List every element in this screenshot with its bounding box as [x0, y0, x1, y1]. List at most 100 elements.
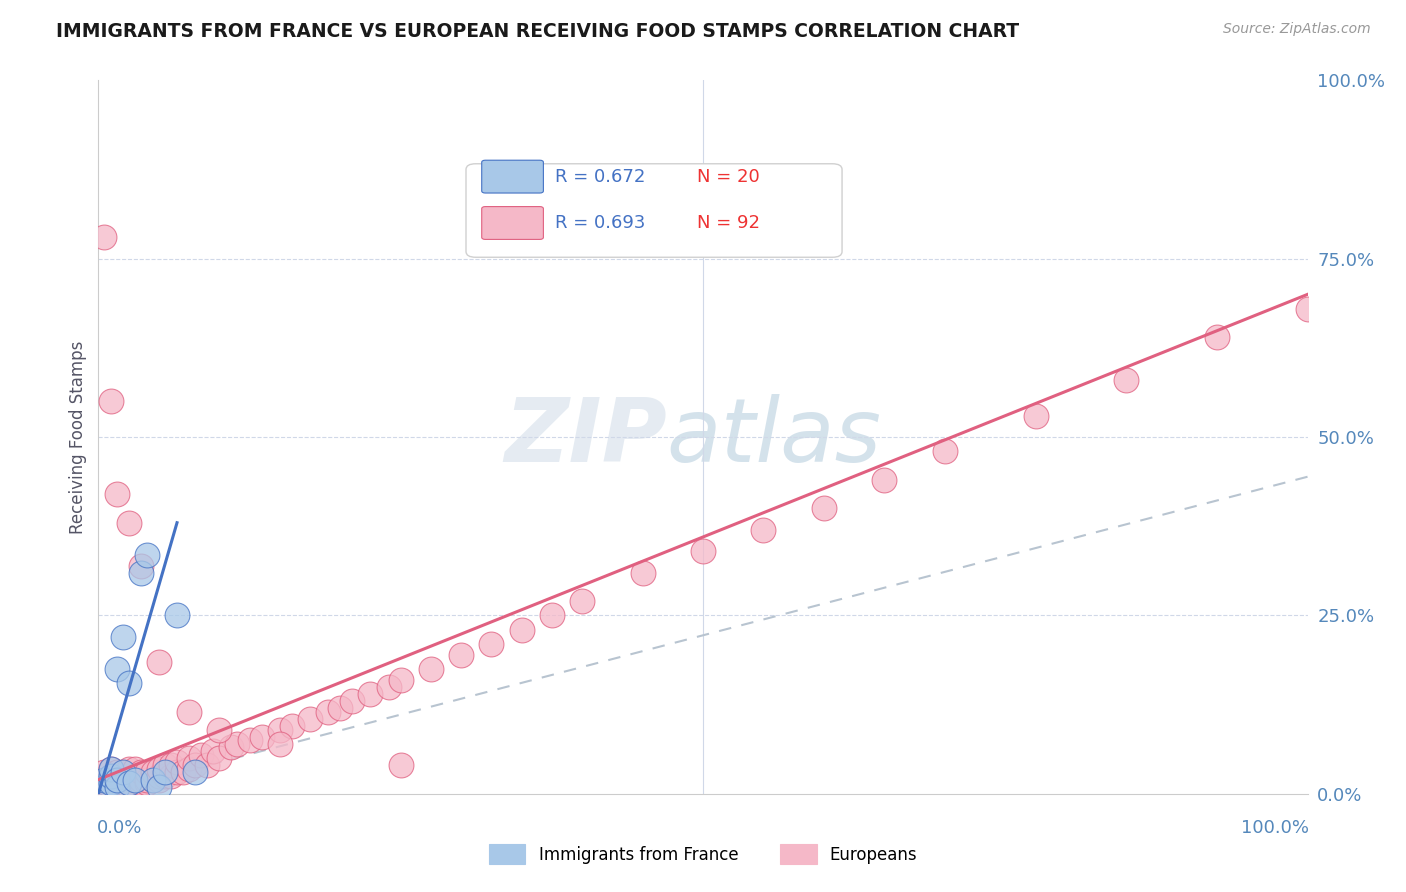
Point	[105, 487, 128, 501]
Point	[100, 394, 122, 409]
Point	[179, 751, 201, 765]
Point	[450, 648, 472, 662]
Point	[129, 772, 152, 787]
Point	[100, 783, 122, 797]
Point	[166, 755, 188, 769]
Point	[124, 762, 146, 776]
Point	[124, 772, 146, 787]
Point	[129, 776, 152, 790]
Point	[1206, 330, 1229, 344]
Point	[135, 548, 157, 562]
Point	[184, 758, 207, 772]
FancyBboxPatch shape	[482, 161, 543, 193]
Point	[179, 705, 201, 719]
Point	[221, 740, 243, 755]
Point	[239, 733, 262, 747]
Point	[752, 523, 775, 537]
Point	[190, 747, 212, 762]
Point	[166, 765, 188, 780]
Point	[129, 566, 152, 580]
Point	[124, 769, 146, 783]
Point	[208, 751, 231, 765]
Point	[281, 719, 304, 733]
Point	[129, 765, 152, 780]
Point	[93, 765, 115, 780]
Y-axis label: Receiving Food Stamps: Receiving Food Stamps	[69, 341, 87, 533]
Text: IMMIGRANTS FROM FRANCE VS EUROPEAN RECEIVING FOOD STAMPS CORRELATION CHART: IMMIGRANTS FROM FRANCE VS EUROPEAN RECEI…	[56, 22, 1019, 41]
Point	[118, 776, 141, 790]
FancyBboxPatch shape	[482, 207, 543, 239]
Point	[540, 608, 562, 623]
Text: 0.0%: 0.0%	[97, 819, 142, 837]
Point	[269, 723, 291, 737]
Point	[329, 701, 352, 715]
Point	[269, 737, 291, 751]
Point	[873, 473, 896, 487]
Text: R = 0.693: R = 0.693	[555, 214, 645, 232]
Point	[118, 780, 141, 794]
Point	[111, 780, 134, 794]
Text: atlas: atlas	[666, 394, 882, 480]
Point	[316, 705, 339, 719]
Point	[105, 662, 128, 676]
Point	[100, 769, 122, 783]
Point	[1024, 409, 1046, 423]
Point	[105, 780, 128, 794]
Point	[118, 676, 141, 690]
Point	[142, 765, 165, 780]
Point	[100, 769, 122, 783]
Point	[389, 673, 412, 687]
Point	[153, 769, 176, 783]
Text: R = 0.672: R = 0.672	[555, 168, 645, 186]
Text: 100.0%: 100.0%	[1240, 819, 1309, 837]
Point	[250, 730, 273, 744]
Point	[389, 758, 412, 772]
Point	[93, 772, 115, 787]
Point	[135, 772, 157, 787]
Point	[93, 780, 115, 794]
Point	[184, 765, 207, 780]
Point	[1115, 373, 1137, 387]
Point	[111, 630, 134, 644]
Point	[135, 776, 157, 790]
Point	[342, 694, 364, 708]
Point	[208, 723, 231, 737]
Point	[160, 769, 183, 783]
Point	[100, 776, 122, 790]
Point	[631, 566, 654, 580]
Point	[118, 769, 141, 783]
Point	[172, 765, 194, 780]
Legend: Immigrants from France, Europeans: Immigrants from France, Europeans	[482, 838, 924, 871]
Point	[135, 765, 157, 780]
Point	[118, 762, 141, 776]
Point	[148, 655, 170, 669]
Point	[111, 765, 134, 780]
Point	[100, 780, 122, 794]
Point	[129, 558, 152, 573]
Point	[124, 780, 146, 794]
Point	[100, 762, 122, 776]
Point	[377, 680, 399, 694]
Point	[93, 776, 115, 790]
Point	[105, 780, 128, 794]
Point	[226, 737, 249, 751]
Point	[813, 501, 835, 516]
Point	[100, 776, 122, 790]
Point	[571, 594, 593, 608]
Point	[148, 762, 170, 776]
Point	[1296, 301, 1319, 316]
Point	[105, 765, 128, 780]
Point	[360, 687, 382, 701]
FancyBboxPatch shape	[465, 164, 842, 257]
Point	[105, 776, 128, 790]
Point	[160, 758, 183, 772]
Point	[105, 772, 128, 787]
Point	[100, 762, 122, 776]
Point	[142, 772, 165, 787]
Point	[142, 772, 165, 787]
Point	[934, 444, 956, 458]
Point	[153, 758, 176, 772]
Text: ZIP: ZIP	[503, 393, 666, 481]
Point	[481, 637, 503, 651]
Point	[111, 772, 134, 787]
